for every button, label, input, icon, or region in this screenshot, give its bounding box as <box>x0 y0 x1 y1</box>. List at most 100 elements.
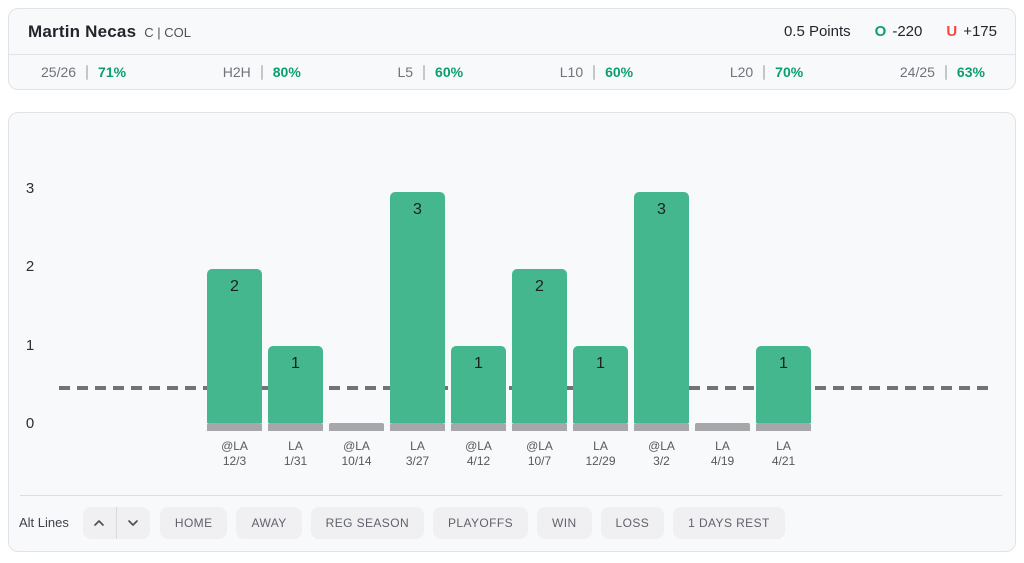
alt-lines-stepper <box>82 506 150 539</box>
alt-line-down-button[interactable] <box>117 507 150 539</box>
bar[interactable] <box>329 423 384 431</box>
filter-button-home[interactable]: HOME <box>159 506 228 539</box>
x-axis-label: LA 12/29 <box>585 439 616 468</box>
y-axis-tick: 2 <box>25 258 35 275</box>
bar-value-label: 1 <box>573 346 628 423</box>
stat-separator <box>593 64 596 80</box>
x-axis-label: @LA 10/14 <box>341 439 372 468</box>
bar-zero-base <box>512 423 567 431</box>
stat-item: L20 70% <box>730 64 803 80</box>
bar[interactable]: 2 <box>207 269 262 431</box>
over-odds-value: -220 <box>892 23 923 40</box>
bar-zero-base <box>207 423 262 431</box>
filter-button-loss[interactable]: LOSS <box>600 506 665 539</box>
filter-buttons: HOME AWAY REG SEASON PLAYOFFS WIN LOSS 1 DAYS … <box>159 506 785 539</box>
bar-value-label: 2 <box>512 269 567 423</box>
alt-line-up-button[interactable] <box>83 507 116 539</box>
y-axis-tick: 0 <box>25 415 35 432</box>
bar[interactable]: 1 <box>268 346 323 431</box>
stat-label: L20 <box>729 64 754 80</box>
bar-zero-base <box>756 423 811 431</box>
under-icon: U <box>946 23 958 40</box>
stat-value: 60% <box>605 64 634 80</box>
y-axis-tick: 3 <box>25 180 35 197</box>
player-prop-card: Martin Necas C | COL 0.5 Points O -220 U… <box>8 8 1016 90</box>
player-position-team: C | COL <box>144 24 191 40</box>
bar-value-label: 2 <box>207 269 262 423</box>
over-odds-button[interactable]: O -220 <box>875 23 923 40</box>
bar[interactable]: 3 <box>634 192 689 431</box>
bar-value-label: 3 <box>390 192 445 423</box>
player-name: Martin Necas <box>28 21 137 41</box>
alt-lines-label: Alt Lines <box>19 515 69 530</box>
x-axis-label: LA 3/27 <box>405 439 430 468</box>
under-odds-value: +175 <box>963 23 997 40</box>
x-axis-label: LA 4/21 <box>771 439 796 468</box>
y-axis-tick: 1 <box>25 337 35 354</box>
under-odds-button[interactable]: U +175 <box>946 23 997 40</box>
x-axis-label: @LA 12/3 <box>221 439 248 468</box>
odds-info: 0.5 Points O -220 U +175 <box>784 23 997 40</box>
stat-label: 25/26 <box>41 64 77 80</box>
bar-zero-base <box>634 423 689 431</box>
stat-value: 70% <box>775 64 804 80</box>
stat-label: L10 <box>559 64 584 80</box>
x-axis-label: @LA 10/7 <box>526 439 553 468</box>
bar-zero-base <box>451 423 506 431</box>
bar-zero-base <box>573 423 628 431</box>
bar-value-label: 1 <box>451 346 506 423</box>
bar-zero-base <box>390 423 445 431</box>
bar-zero-base <box>329 423 384 431</box>
stat-item: L5 60% <box>397 64 463 80</box>
hit-rate-stats: 25/26 71% H2H 80% L5 60% L10 60% L20 70% 24/25 63% <box>9 55 1015 89</box>
stat-item: L10 60% <box>560 64 633 80</box>
stat-label: L5 <box>397 64 414 80</box>
stepper-divider <box>115 506 117 539</box>
stat-value: 63% <box>956 64 985 80</box>
stat-label: H2H <box>222 64 251 80</box>
prop-line-label: 0.5 Points <box>783 23 851 40</box>
x-axis-labels: @LA 12/3 LA 1/31 @LA 10/14 LA 3/27 @LA 4/12 @LA 10/… <box>207 439 811 469</box>
stat-separator <box>86 64 89 80</box>
stat-label: 24/25 <box>899 64 935 80</box>
stat-separator <box>260 64 263 80</box>
stat-separator <box>763 64 766 80</box>
filter-button-win[interactable]: WIN <box>537 506 592 539</box>
bar-value-label: 1 <box>756 346 811 423</box>
stat-value: 71% <box>98 64 127 80</box>
chevron-down-icon <box>127 515 139 530</box>
player-info: Martin Necas C | COL <box>28 22 191 42</box>
bar-zero-base <box>268 423 323 431</box>
filter-bar: Alt Lines HOME AWAY REG SEASON PLAYOFFS WIN L… <box>9 494 1015 551</box>
bar[interactable] <box>695 423 750 431</box>
stat-value: 60% <box>435 64 464 80</box>
x-axis-label: @LA 4/12 <box>465 439 492 468</box>
bar[interactable]: 1 <box>573 346 628 431</box>
player-header: Martin Necas C | COL 0.5 Points O -220 U… <box>9 9 1015 55</box>
filter-divider <box>20 495 1002 496</box>
stat-item: 25/26 71% <box>41 64 126 80</box>
filter-button-reg-season[interactable]: REG SEASON <box>310 506 425 539</box>
x-axis-label: LA 4/19 <box>710 439 735 468</box>
filter-button-1-days-rest[interactable]: 1 DAYS REST <box>673 506 785 539</box>
stat-separator <box>944 64 947 80</box>
stat-item: 24/25 63% <box>900 64 985 80</box>
bar[interactable]: 1 <box>451 346 506 431</box>
x-axis-label: @LA 3/2 <box>648 439 675 468</box>
filter-button-away[interactable]: AWAY <box>236 506 302 539</box>
bar[interactable]: 1 <box>756 346 811 431</box>
bar[interactable]: 3 <box>390 192 445 431</box>
chevron-up-icon <box>93 515 105 530</box>
over-icon: O <box>874 23 887 40</box>
bar-zero-base <box>695 423 750 431</box>
bar[interactable]: 2 <box>512 269 567 431</box>
x-axis-label: LA 1/31 <box>283 439 308 468</box>
bar-value-label: 3 <box>634 192 689 423</box>
stat-item: H2H 80% <box>223 64 301 80</box>
stat-separator <box>423 64 426 80</box>
filter-button-playoffs[interactable]: PLAYOFFS <box>433 506 529 539</box>
